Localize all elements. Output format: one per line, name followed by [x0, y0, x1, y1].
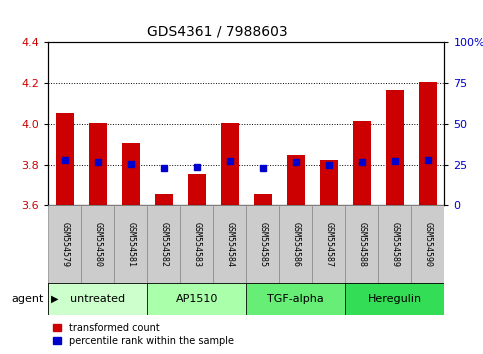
Text: GSM554584: GSM554584	[226, 222, 234, 267]
Text: TGF-alpha: TGF-alpha	[268, 294, 324, 304]
Text: untreated: untreated	[70, 294, 126, 304]
Bar	[345, 205, 378, 283]
Text: agent: agent	[11, 294, 43, 304]
Bar	[246, 205, 279, 283]
Bar	[254, 194, 272, 205]
Text: GSM554581: GSM554581	[127, 222, 135, 267]
Text: GSM554586: GSM554586	[291, 222, 300, 267]
Bar	[147, 283, 246, 315]
Bar	[180, 205, 213, 283]
Bar	[345, 283, 444, 315]
Text: GSM554579: GSM554579	[60, 222, 69, 267]
Bar	[114, 205, 147, 283]
Bar	[122, 143, 140, 205]
Bar	[147, 205, 180, 283]
Text: GSM554589: GSM554589	[390, 222, 399, 267]
Bar	[48, 283, 147, 315]
Text: GSM554582: GSM554582	[159, 222, 168, 267]
Bar	[56, 113, 74, 205]
Bar	[320, 160, 338, 205]
Text: AP1510: AP1510	[176, 294, 218, 304]
Bar	[419, 82, 437, 205]
Text: GSM554587: GSM554587	[325, 222, 333, 267]
Text: GSM554580: GSM554580	[93, 222, 102, 267]
Bar	[287, 155, 305, 205]
Bar	[353, 121, 371, 205]
Bar	[412, 205, 444, 283]
Text: GSM554590: GSM554590	[424, 222, 432, 267]
Bar	[221, 123, 239, 205]
Text: GSM554585: GSM554585	[258, 222, 267, 267]
Bar	[378, 205, 412, 283]
Bar	[313, 205, 345, 283]
Bar	[213, 205, 246, 283]
Text: GDS4361 / 7988603: GDS4361 / 7988603	[147, 25, 288, 39]
Bar	[188, 174, 206, 205]
Bar	[48, 205, 81, 283]
Text: Heregulin: Heregulin	[368, 294, 422, 304]
Bar	[246, 283, 345, 315]
Legend: transformed count, percentile rank within the sample: transformed count, percentile rank withi…	[53, 323, 234, 346]
Bar	[279, 205, 313, 283]
Bar	[155, 194, 173, 205]
Text: GSM554588: GSM554588	[357, 222, 366, 267]
Bar	[386, 90, 404, 205]
Bar	[81, 205, 114, 283]
Text: GSM554583: GSM554583	[192, 222, 201, 267]
Text: ▶: ▶	[51, 294, 58, 304]
Bar	[89, 123, 107, 205]
